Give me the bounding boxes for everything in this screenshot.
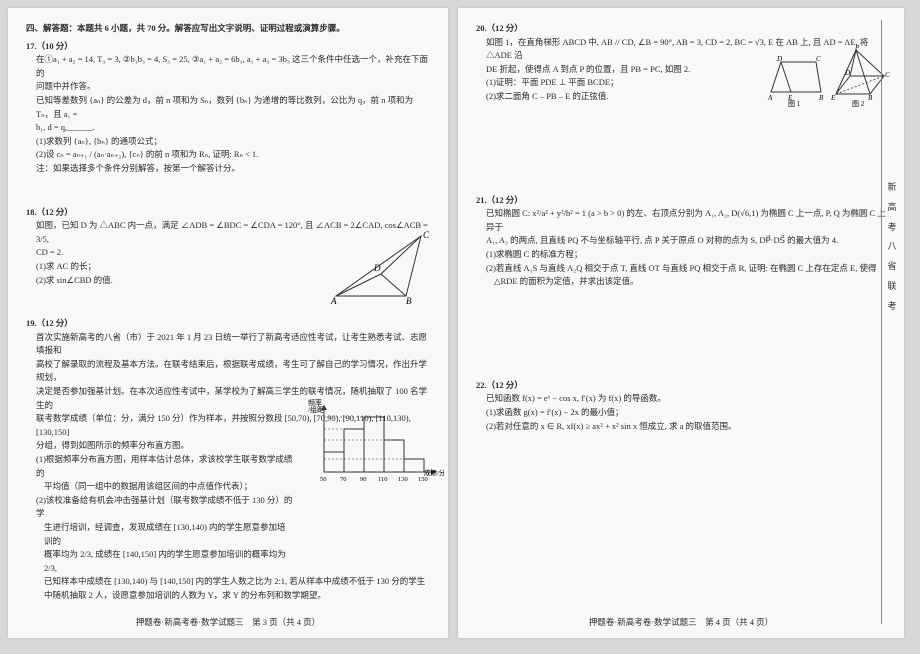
page-4: 20.（12 分） 如图 1，在直角梯形 ABCD 中, AB // CD, ∠… — [458, 8, 904, 638]
svg-text:C: C — [885, 71, 890, 79]
svg-text:B: B — [406, 296, 412, 306]
svg-text:150: 150 — [418, 476, 428, 483]
svg-text:130: 130 — [398, 476, 408, 483]
svg-text:图 2: 图 2 — [852, 100, 865, 107]
q19-part2a: (2)该校准备给有机会冲击强基计划（联考数学成绩不低于 130 分）的学 — [26, 494, 296, 521]
q19-p1a: 首次实施新高考的八省（市）于 2021 年 1 月 23 日统一举行了新高考适应… — [26, 331, 430, 358]
svg-text:D: D — [373, 263, 381, 273]
svg-text:B: B — [819, 94, 824, 102]
question-22: 22.（12 分） 已知函数 f(x) = eˣ − cos x, f′(x) … — [476, 379, 886, 433]
q21-part2a: (2)若直线 A₁S 与直线 A₂Q 相交于点 T, 直线 OT 与直线 PQ … — [476, 262, 886, 276]
q20-figure1: A E B D C 图 1 — [766, 52, 826, 107]
svg-text:110: 110 — [378, 476, 388, 483]
svg-text:A: A — [767, 94, 773, 102]
q21-part2b: △RDE 的面积为定值，并求出该定值。 — [476, 275, 886, 289]
page4-footer: 押题卷·新高考卷·数学试题三 第 4 页（共 4 页） — [458, 616, 904, 630]
svg-text:50: 50 — [320, 476, 327, 483]
q20-part2: (2)求二面角 C – PB – E 的正弦值. — [476, 90, 736, 104]
question-21: 21.（12 分） 已知椭圆 C: x²/a² + y²/b² = 1 (a >… — [476, 194, 886, 289]
q21-part1: (1)求椭圆 C 的标准方程； — [476, 248, 886, 262]
svg-text:70: 70 — [340, 476, 347, 483]
section-4-header: 四、解答题：本题共 6 小题，共 70 分。解答应写出文字说明、证明过程或演算步… — [26, 22, 430, 36]
side-tab-6: 考 — [884, 297, 900, 317]
q17-part2: (2)设 cₙ = aₙ₊₁ / (aₙ·aₙ₊₂), {cₙ} 的前 n 项和… — [26, 148, 430, 162]
q19-histogram: 频率 /组距 50 70 90 110 130 150 — [306, 397, 444, 487]
q21-line2: A₁, A₂ 的两点, 且直线 PQ 不与坐标轴平行, 点 P 关于原点 O 对… — [476, 234, 886, 248]
side-tab: 新 高 考 八 省 联 考 — [884, 178, 900, 317]
q18-figure: A B C D — [326, 226, 436, 306]
q22-line1: 已知函数 f(x) = eˣ − cos x, f′(x) 为 f(x) 的导函… — [476, 392, 886, 406]
question-20: 20.（12 分） 如图 1，在直角梯形 ABCD 中, AB // CD, ∠… — [476, 22, 886, 104]
q21-line1: 已知椭圆 C: x²/a² + y²/b² = 1 (a > b > 0) 的左… — [476, 207, 886, 234]
q19-part1a: (1)根据频率分布直方图，用样本估计总体，求该校学生联考数学成绩的 — [26, 453, 296, 480]
q19-part2e: 中随机抽取 2 人，设愿意参加培训的人数为 Y，求 Y 的分布列和数学期望。 — [26, 589, 430, 603]
q17-line2: 问题中并作答。 — [26, 80, 430, 94]
svg-text:E: E — [830, 94, 836, 102]
q20-num: 20.（12 分） — [476, 23, 523, 33]
svg-text:成绩/分: 成绩/分 — [424, 468, 444, 477]
svg-text:A: A — [330, 296, 337, 306]
svg-text:B: B — [868, 94, 873, 102]
q17-line1: 在①a₁ + a₂ = 14, T₃ = 3, ②b₁b₃ = 4, S₃ = … — [26, 53, 430, 80]
svg-text:D: D — [776, 55, 782, 63]
q20-part1: (1)证明：平面 PDE ⊥ 平面 BCDE； — [476, 76, 736, 90]
q17-part1: (1)求数列 {aₙ}, {bₙ} 的通项公式； — [26, 135, 430, 149]
side-tab-3: 八 — [884, 237, 900, 257]
q19-part1b: 平均值（同一组中的数据用该组区间的中点值作代表）； — [26, 480, 286, 494]
q22-num: 22.（12 分） — [476, 380, 523, 390]
svg-text:C: C — [423, 230, 430, 240]
q17-line3: 已知等差数列 {aₙ} 的公差为 d，前 n 项和为 Sₙ，数列 {bₙ} 为递… — [26, 94, 430, 121]
q17-num: 17.（10 分） — [26, 41, 73, 51]
side-tab-4: 省 — [884, 257, 900, 277]
side-tab-5: 联 — [884, 277, 900, 297]
svg-text:P: P — [854, 44, 860, 52]
question-19: 19.（12 分） 首次实施新高考的八省（市）于 2021 年 1 月 23 日… — [26, 317, 430, 602]
side-tab-2: 考 — [884, 218, 900, 238]
svg-text:90: 90 — [360, 476, 367, 483]
q19-num: 19.（12 分） — [26, 318, 73, 328]
page-3: 四、解答题：本题共 6 小题，共 70 分。解答应写出文字说明、证明过程或演算步… — [8, 8, 448, 638]
svg-text:图 1: 图 1 — [788, 100, 801, 107]
side-tab-0: 新 — [884, 178, 900, 198]
q19-p1b: 高校了解录取的流程及基本方法。在联考结束后，根据联考成绩，考生可了解自己的学习情… — [26, 358, 430, 385]
q18-num: 18.（12 分） — [26, 207, 73, 217]
side-tab-1: 高 — [884, 198, 900, 218]
q19-part2b: 生进行培训，经调查，发现成绩在 [130,140) 内的学生愿意参加培训的 — [26, 521, 286, 548]
margin-rule — [881, 20, 882, 624]
question-17: 17.（10 分） 在①a₁ + a₂ = 14, T₃ = 3, ②b₁b₃ … — [26, 40, 430, 176]
q20-figure2: P E B D C 图 2 — [828, 44, 892, 107]
q17-note: 注：如果选择多个条件分别解答，按第一个解答计分。 — [26, 162, 430, 176]
q21-num: 21.（12 分） — [476, 195, 523, 205]
q20-line2: DE 折起，使得点 A 到点 P 的位置，且 PB = PC, 如图 2. — [476, 63, 756, 77]
svg-text:D: D — [844, 69, 850, 77]
page3-footer: 押题卷·新高考卷·数学试题三 第 3 页（共 4 页） — [8, 616, 448, 630]
svg-text:C: C — [816, 55, 821, 63]
question-18: 18.（12 分） 如图，已知 D 为 △ABC 内一点，满足 ∠ADB = ∠… — [26, 206, 430, 288]
q22-part2: (2)若对任意的 x ∈ R, xf(x) ≥ ax² + x² sin x 恒… — [476, 420, 886, 434]
q19-part2c: 概率均为 2/3, 成绩在 [140,150] 内的学生愿意参加培训的概率均为 … — [26, 548, 286, 575]
q17-line4: b₁, d = q,______. — [26, 121, 430, 135]
q22-part1: (1)求函数 g(x) = f′(x) − 2x 的最小值； — [476, 406, 886, 420]
q19-part2d: 已知样本中成绩在 [130,140) 与 [140,150] 内的学生人数之比为… — [26, 575, 430, 589]
